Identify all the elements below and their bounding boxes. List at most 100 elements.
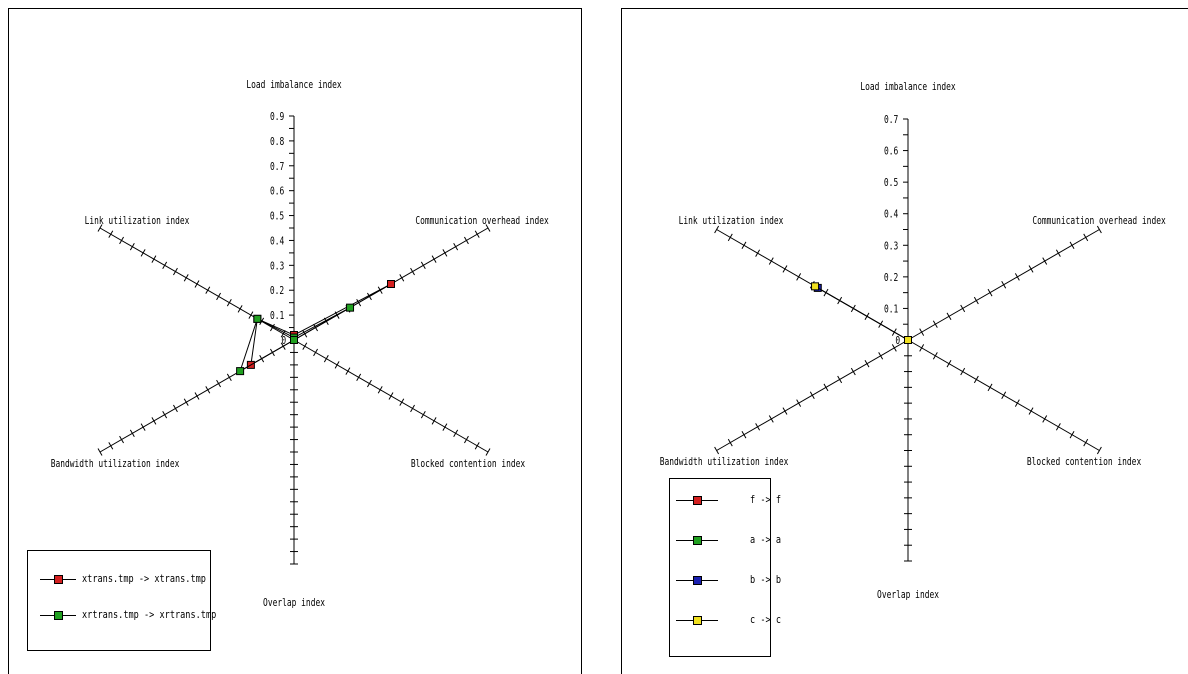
chart-panel-right: Load imbalance index Communication overhe… [621,8,1188,674]
legend-marker [54,611,63,620]
axis-label-overlap-index: Overlap index [877,589,939,602]
axis-tick [151,255,157,263]
legend-marker [54,575,63,584]
axis-tick [768,257,774,265]
axis-tick [1028,265,1034,273]
axis-tick [183,274,189,282]
axis-tick [768,415,774,423]
axis-tick [356,373,362,382]
legend-label: c -> c [750,613,782,626]
axis-tick [1001,281,1007,289]
axis-tick [946,359,952,368]
legend-label: a -> a [750,533,782,546]
axis-tick [377,386,383,394]
axis-tick [205,286,211,294]
axis-tick [464,435,469,444]
axis-tick [129,242,135,251]
axis-tick [248,311,254,319]
axis-tick [410,267,415,276]
axis-tick [987,383,993,392]
axis-tick [932,320,938,328]
legend-label: f -> f [750,493,782,506]
axis-tick [173,404,178,413]
axis-tick [1096,225,1102,234]
axis-label-link-utilization-index: Link utilization index [85,215,190,228]
tick-label: 0.3 [270,260,284,273]
axis-tick [97,448,103,456]
axis-tick [140,423,146,431]
tick-label: 0.7 [884,114,898,127]
legend-item: c -> c [670,613,781,628]
axis-label-communication-overhead-index: Communication overhead index [1032,215,1166,228]
legend-item: xtrans.tmp -> xtrans.tmp [28,572,210,587]
axis-tick [334,361,340,369]
axis-tick [741,241,747,249]
tick-label: 0.4 [270,235,284,248]
legend-label: xrtrans.tmp -> xrtrans.tmp [82,608,217,621]
axis-tick [837,375,843,384]
axis-tick [782,265,788,273]
axis-tick [194,280,200,288]
legend-marker [693,616,702,625]
axis-tick [1069,241,1075,249]
data-point-c-c-bandwidth-utilization-index [904,336,912,344]
axis-tick [1014,273,1020,281]
axis-tick [823,383,829,392]
axis-tick [782,407,788,415]
legend-item: f -> f [670,493,781,508]
series-line-xrtrans-tmp-xrtrans-tmp [239,307,351,373]
axis-tick [796,273,802,281]
axis-tick [140,249,146,257]
legend-item: xrtrans.tmp -> xrtrans.tmp [28,608,216,623]
axis-tick [367,379,372,388]
axis-tick [474,230,480,238]
axis-tick [850,367,856,376]
legend-label: xtrans.tmp -> xtrans.tmp [82,572,206,585]
axis-tick [129,429,135,438]
legend-marker [693,536,702,545]
tick-label: 0.3 [884,240,898,253]
axis-tick [237,305,243,313]
axis-tick [442,249,448,257]
axis-tick [485,224,491,232]
legend-label: b -> b [750,573,782,586]
radar-chart-right: Load imbalance index Communication overhe… [660,81,1166,602]
axis-tick [1042,415,1048,423]
axis-tick [864,359,870,368]
axis-tick [399,398,405,406]
axis-tick [151,417,157,425]
tick-label: 0.6 [270,185,284,198]
axis-tick [1042,257,1048,265]
axis-tick [226,373,232,382]
axis-tick [1083,438,1089,447]
axis-tick [960,367,966,376]
legend-marker [693,496,702,505]
legend-marker [693,576,702,585]
axis-tick [442,423,448,431]
axis-tick [919,344,925,352]
axis-label-blocked-contention-index: Blocked contention index [1027,456,1142,469]
axis-tick [97,224,103,232]
axis-tick [270,323,275,332]
axis-tick [216,379,221,388]
axis-tick [1001,391,1007,399]
tick-label: 0.6 [884,145,898,158]
axis-label-blocked-contention-index: Blocked contention index [411,458,526,471]
tick-label: 0.1 [884,303,898,316]
data-point-xrtrans-tmp-xrtrans-tmp-link-utilization-index [253,314,262,323]
tick-label: 0.4 [884,209,898,222]
data-point-xrtrans-tmp-xrtrans-tmp-bandwidth-utilization-index [236,367,245,376]
data-point-xrtrans-tmp-xrtrans-tmp-overlap-index [290,336,298,344]
axis-tick [891,344,897,352]
axis-tick [714,225,720,234]
axis-tick [431,417,437,425]
axis-tick [796,399,802,407]
axis-tick [313,348,318,357]
tick-label: 0.7 [270,161,284,174]
axis-tick [1028,407,1034,415]
axis-tick [194,392,200,400]
axis-tick [173,267,178,276]
axis-tick [399,274,405,282]
axis-tick [108,442,114,450]
tick-label: 0.5 [884,177,898,190]
